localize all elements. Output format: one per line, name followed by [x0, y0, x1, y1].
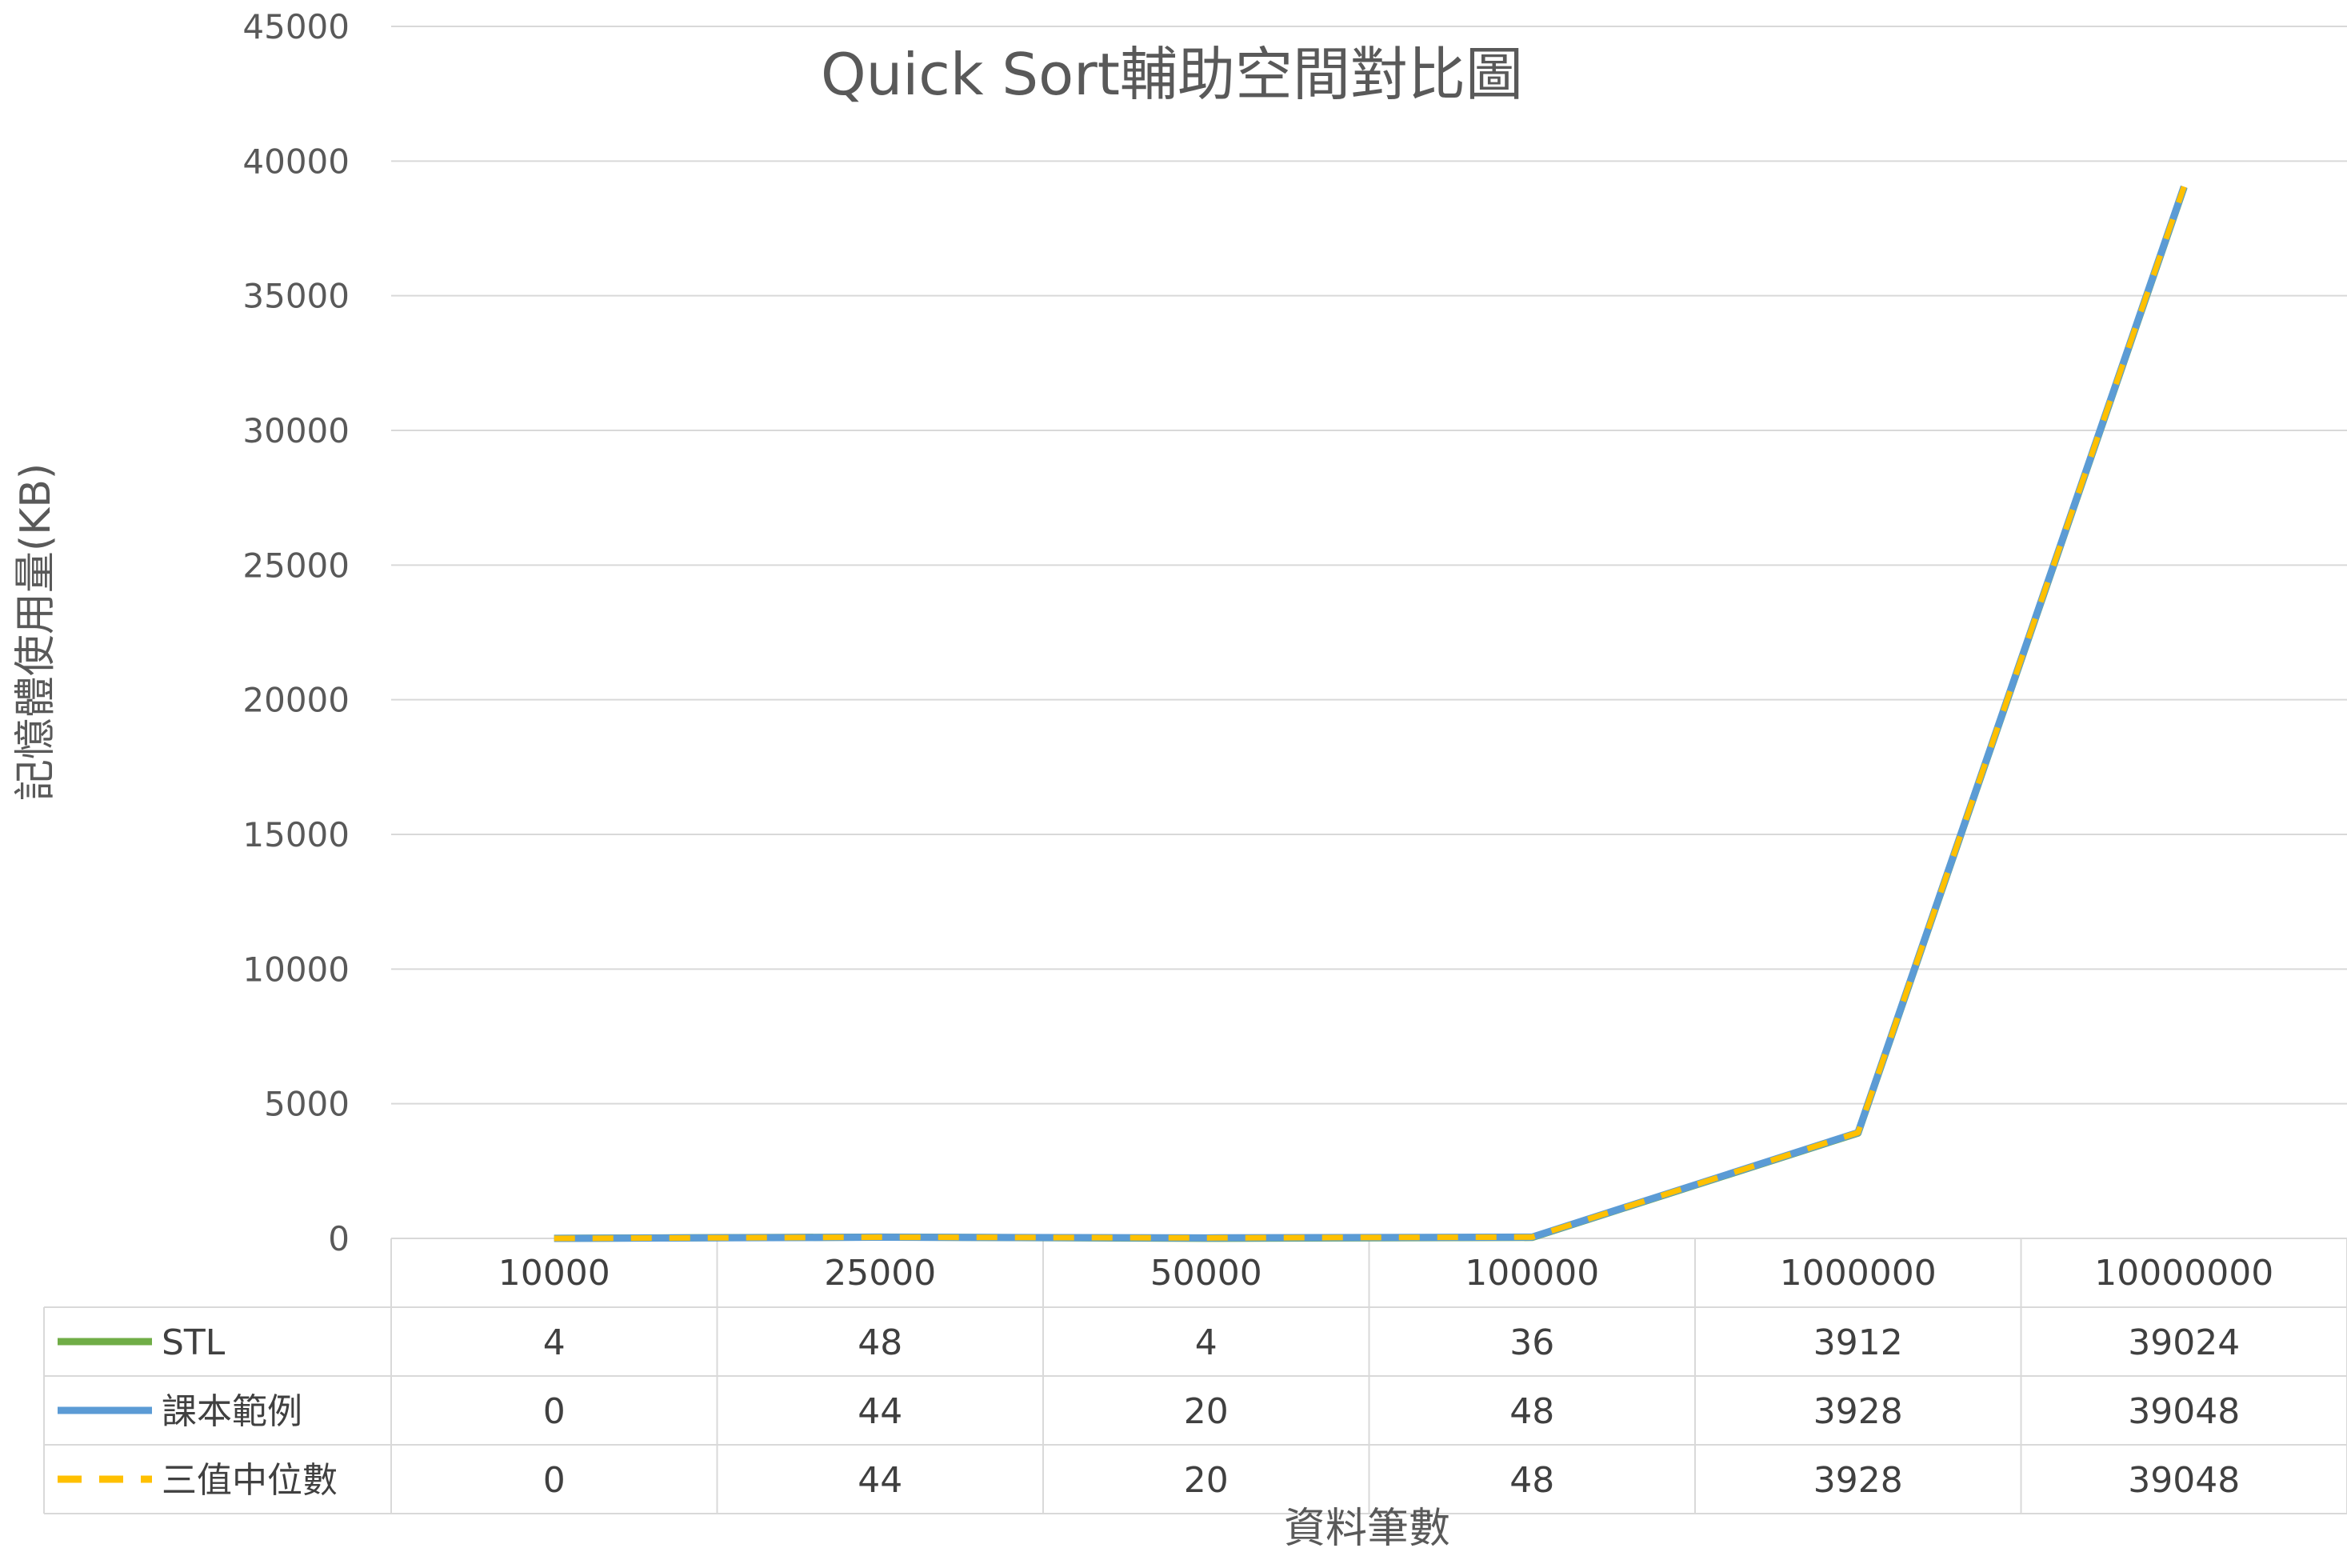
x-tick-label: 1000000: [1780, 1253, 1937, 1294]
table-cell: 20: [1184, 1391, 1229, 1432]
series-lines: [554, 185, 2188, 1242]
series-line: [554, 185, 2188, 1242]
x-tick-label: 10000: [498, 1253, 610, 1294]
y-tick-label: 35000: [242, 277, 350, 316]
table-cell: 4: [543, 1322, 566, 1363]
series-line: [554, 186, 2187, 1242]
table-cell: 3928: [1813, 1391, 1903, 1432]
y-axis-title: 記憶體使用量(KB): [12, 463, 60, 801]
data-table: 10000 25000 50000 100000 1000000 10000000 STL 4…: [43, 1238, 2347, 1514]
table-cell: 3912: [1813, 1322, 1903, 1363]
table-cell: 39048: [2128, 1391, 2240, 1432]
table-cell: 48: [1509, 1391, 1554, 1432]
table-cell: 44: [858, 1460, 902, 1501]
table-cell: 0: [543, 1391, 566, 1432]
y-tick-label: 15000: [242, 815, 350, 854]
table-cell: 39048: [2128, 1460, 2240, 1501]
y-tick-label: 20000: [242, 681, 350, 720]
table-cell: 48: [858, 1322, 902, 1363]
table-cell: 44: [858, 1391, 902, 1432]
legend-entry: 課本範例: [162, 1391, 302, 1432]
x-tick-label: 50000: [1150, 1253, 1262, 1294]
gridlines: [391, 26, 2347, 1239]
y-tick-label: 30000: [242, 411, 350, 450]
x-tick-label: 100000: [1465, 1253, 1599, 1294]
y-axis-ticks: 0 5000 10000 15000 20000 25000 30000 35000 40000…: [242, 7, 350, 1258]
chart-title: Quick Sort輔助空間對比圖: [821, 41, 1523, 108]
x-axis-title: 資料筆數: [1284, 1505, 1450, 1553]
series-line: [554, 186, 2188, 1242]
legend-entry: STL: [162, 1322, 226, 1363]
x-tick-label: 10000000: [2094, 1253, 2273, 1294]
y-tick-label: 0: [328, 1219, 350, 1258]
y-tick-label: 25000: [242, 546, 350, 585]
table-cell: 0: [543, 1460, 566, 1501]
table-cell: 3928: [1813, 1460, 1903, 1501]
table-cell: 48: [1509, 1460, 1554, 1501]
table-cell: 4: [1195, 1322, 1217, 1363]
y-tick-label: 10000: [242, 950, 350, 989]
table-cell: 39024: [2128, 1322, 2240, 1363]
table-cell: 20: [1184, 1460, 1229, 1501]
table-cell: 36: [1509, 1322, 1554, 1363]
y-tick-label: 5000: [264, 1085, 350, 1124]
legend-entry: 三值中位數: [162, 1460, 338, 1501]
x-tick-label: 25000: [824, 1253, 936, 1294]
y-tick-label: 40000: [242, 142, 350, 181]
y-tick-label: 45000: [242, 7, 350, 46]
